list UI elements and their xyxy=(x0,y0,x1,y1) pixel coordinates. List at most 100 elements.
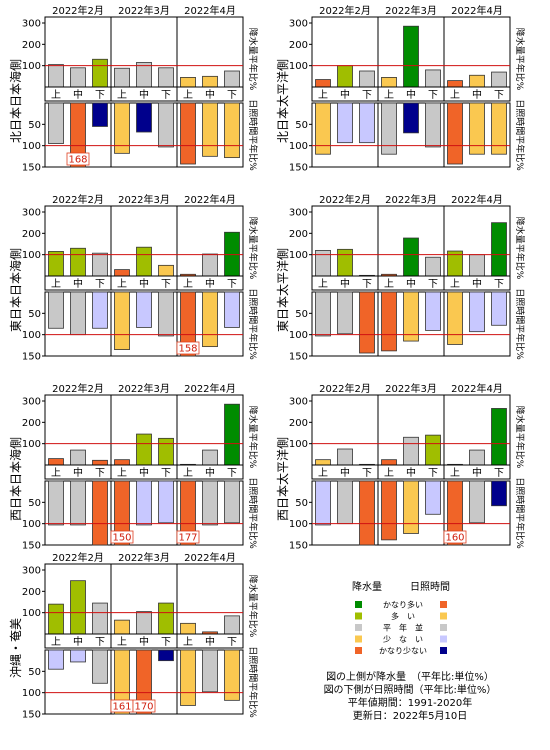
category-label: 上 xyxy=(384,278,394,290)
rain-tick-label: 200 xyxy=(289,418,308,429)
sun-bar xyxy=(202,102,218,157)
rain-bar xyxy=(70,67,86,88)
overflow-label-box xyxy=(110,530,134,544)
sun-tick-label: 100 xyxy=(289,519,308,530)
legend-swatch-rain xyxy=(355,612,362,620)
sun-bar xyxy=(158,102,174,148)
category-label: 上 xyxy=(117,467,127,479)
category-label: 中 xyxy=(139,88,149,101)
category-label: 下 xyxy=(362,279,372,290)
category-label: 上 xyxy=(117,636,127,648)
category-label: 中 xyxy=(73,466,83,479)
category-label: 上 xyxy=(384,89,394,101)
month-label: 2022年3月 xyxy=(385,382,437,395)
sun-bar xyxy=(403,291,419,342)
rain-tick-label: 300 xyxy=(289,397,308,408)
rain-bar xyxy=(337,448,353,466)
category-label: 中 xyxy=(406,88,416,101)
rain-axis-label: 降水量平年比% xyxy=(247,575,259,638)
sun-bar xyxy=(136,291,152,328)
overflow-label: 177 xyxy=(178,533,197,544)
category-label: 中 xyxy=(73,277,83,290)
month-label: 2022年3月 xyxy=(118,551,170,564)
sun-bar xyxy=(425,102,441,148)
overflow-label: 160 xyxy=(445,533,464,544)
rain-bar xyxy=(337,248,353,277)
sun-bar xyxy=(180,649,196,706)
legend-label: 少 な い xyxy=(383,635,423,644)
overflow-label: 158 xyxy=(178,344,197,355)
category-label: 中 xyxy=(139,635,149,648)
sun-bar xyxy=(158,480,174,524)
rain-bar xyxy=(224,403,240,466)
category-label: 下 xyxy=(362,90,372,101)
rain-plot-frame xyxy=(44,16,244,102)
sun-bar xyxy=(202,291,218,348)
category-label: 下 xyxy=(494,279,504,290)
rain-bar xyxy=(224,615,240,635)
sun-bar xyxy=(359,291,375,354)
category-label: 中 xyxy=(205,466,215,479)
month-label: 2022年3月 xyxy=(385,4,437,17)
rain-bar xyxy=(403,237,419,277)
sun-bar xyxy=(224,291,240,328)
sun-bar xyxy=(337,291,353,335)
category-label: 上 xyxy=(384,467,394,479)
overflow-label: 170 xyxy=(134,702,153,713)
rain-axis-label: 降水量平年比% xyxy=(514,28,526,91)
legend-swatch-sun xyxy=(440,601,447,608)
sun-bar xyxy=(136,480,152,526)
rain-tick-label: 100 xyxy=(289,250,308,261)
chart-panel: 2022年2月 2022年3月 2022年4月100200300上中下上中下上中下1… xyxy=(8,193,259,363)
rain-tick-label: 100 xyxy=(22,61,41,72)
sun-axis-label: 日照時間平年比% xyxy=(247,99,259,171)
sun-axis-label: 日照時間平年比% xyxy=(247,477,259,549)
region-title: 北日本太平洋側 xyxy=(275,59,290,143)
category-label: 下 xyxy=(494,468,504,479)
chart-panel: 2022年2月 2022年3月 2022年4月100200300上中下上中下上中下5… xyxy=(275,193,526,363)
sun-bar xyxy=(70,291,86,336)
rain-bar xyxy=(469,74,485,88)
rain-bar xyxy=(381,77,397,88)
sun-bar xyxy=(447,102,463,165)
category-label: 下 xyxy=(428,279,438,290)
legend-label: 多 い xyxy=(391,611,415,621)
legend-label: 平 年 並 xyxy=(383,623,423,633)
rain-bar xyxy=(315,79,331,88)
legend-swatch-sun xyxy=(440,624,447,631)
sun-bar xyxy=(92,102,108,127)
sun-bar xyxy=(337,480,353,525)
sun-bar xyxy=(359,102,375,144)
rain-tick-label: 200 xyxy=(22,418,41,429)
rain-tick-label: 300 xyxy=(22,566,41,577)
region-title: 沖縄・奄美 xyxy=(8,618,23,678)
sun-tick-label: 50 xyxy=(295,498,308,509)
rain-bar xyxy=(224,70,240,88)
rain-bar xyxy=(92,602,108,635)
sun-bar xyxy=(359,480,375,546)
category-label: 上 xyxy=(117,89,127,101)
category-label: 中 xyxy=(205,277,215,290)
sun-bar xyxy=(114,102,130,154)
category-label: 上 xyxy=(183,467,193,479)
category-label: 中 xyxy=(472,277,482,290)
rain-bar xyxy=(180,622,196,635)
month-label: 2022年2月 xyxy=(52,551,104,564)
rain-bar xyxy=(180,77,196,88)
category-label: 中 xyxy=(340,466,350,479)
rain-bar xyxy=(425,69,441,88)
category-label: 中 xyxy=(73,88,83,101)
overflow-label-box xyxy=(132,699,156,713)
rain-bar xyxy=(447,80,463,88)
rain-bar xyxy=(491,222,507,277)
sun-bar xyxy=(48,291,64,329)
sun-tick-label: 50 xyxy=(28,120,41,131)
rain-axis-label: 降水量平年比% xyxy=(514,217,526,280)
sun-tick-label: 50 xyxy=(28,309,41,320)
sun-tick-label: 150 xyxy=(22,541,41,552)
category-label: 上 xyxy=(51,636,61,648)
category-label: 上 xyxy=(51,467,61,479)
category-label: 中 xyxy=(406,277,416,290)
rain-bar xyxy=(48,458,64,466)
legend-header-rain: 降水量 xyxy=(352,580,382,593)
